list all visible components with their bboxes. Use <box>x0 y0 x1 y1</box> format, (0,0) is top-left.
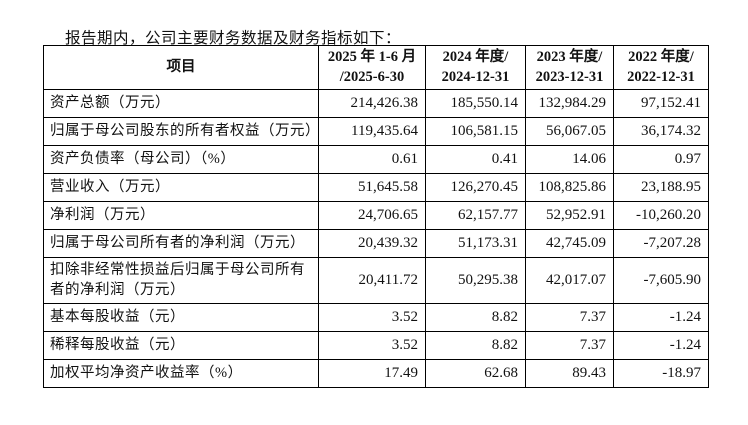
row-label: 营业收入（万元） <box>43 173 319 203</box>
row-value: 62.68 <box>425 359 526 389</box>
table-row: 归属于母公司股东的所有者权益（万元） 119,435.64 106,581.15 56… <box>43 117 709 147</box>
header-period-2024: 2024 年度/ 2024-12-31 <box>425 44 526 91</box>
header-item-column: 项目 <box>43 44 319 91</box>
row-label: 资产总额（万元） <box>43 89 319 119</box>
header-row: 项目 2025 年 1-6 月 /2025-6-30 2024 年度/ 2024… <box>43 44 709 91</box>
table-row: 营业收入（万元） 51,645.58 126,270.45 108,825.86 23,… <box>43 173 709 203</box>
table-row: 净利润（万元） 24,706.65 62,157.77 52,952.91 -10,26… <box>43 201 709 231</box>
row-value: 0.97 <box>613 145 709 175</box>
table-header: 项目 2025 年 1-6 月 /2025-6-30 2024 年度/ 2024… <box>43 44 709 91</box>
row-value: 3.52 <box>318 303 426 333</box>
row-value: 214,426.38 <box>318 89 426 119</box>
header-period-2022: 2022 年度/ 2022-12-31 <box>613 44 709 91</box>
row-value: 50,295.38 <box>425 257 526 305</box>
table-body: 资产总额（万元） 214,426.38 185,550.14 132,984.29 97… <box>43 89 709 389</box>
row-label: 加权平均净资产收益率（%） <box>43 359 319 389</box>
row-value: 8.82 <box>425 303 526 333</box>
financial-indicators-table: 项目 2025 年 1-6 月 /2025-6-30 2024 年度/ 2024… <box>43 44 709 389</box>
table-row: 加权平均净资产收益率（%） 17.49 62.68 89.43 -18.97 <box>43 359 709 389</box>
row-value: 51,645.58 <box>318 173 426 203</box>
header-period-label: 2025 年 1-6 月 <box>327 49 417 65</box>
row-value: 7.37 <box>525 303 614 333</box>
row-label: 资产负债率（母公司）（%） <box>43 145 319 175</box>
row-value: 185,550.14 <box>425 89 526 119</box>
row-value: -10,260.20 <box>613 201 709 231</box>
header-period-label: 2023 年度/ <box>536 49 603 65</box>
row-label: 净利润（万元） <box>43 201 319 231</box>
row-value: 8.82 <box>425 331 526 361</box>
row-value: 20,439.32 <box>318 229 426 259</box>
header-period-date: /2025-6-30 <box>339 68 405 85</box>
row-label: 稀释每股收益（元） <box>43 331 319 361</box>
row-value: 24,706.65 <box>318 201 426 231</box>
table-row: 归属于母公司所有者的净利润（万元） 20,439.32 51,173.31 42,74… <box>43 229 709 259</box>
row-value: 62,157.77 <box>425 201 526 231</box>
row-label: 基本每股收益（元） <box>43 303 319 333</box>
header-period-label: 2022 年度/ <box>628 49 694 65</box>
header-period-2025: 2025 年 1-6 月 /2025-6-30 <box>318 44 426 91</box>
table-row: 资产负债率（母公司）（%） 0.61 0.41 14.06 0.97 <box>43 145 709 175</box>
table-row: 基本每股收益（元） 3.52 8.82 7.37 -1.24 <box>43 303 709 333</box>
row-value: 97,152.41 <box>613 89 709 119</box>
row-value: -7,605.90 <box>613 257 709 305</box>
row-value: 36,174.32 <box>613 117 709 147</box>
row-label: 归属于母公司所有者的净利润（万元） <box>43 229 319 259</box>
row-value: 14.06 <box>525 145 614 175</box>
row-value: -7,207.28 <box>613 229 709 259</box>
intro-text: 报告期内，公司主要财务数据及财务指标如下： <box>65 29 402 47</box>
row-value: 119,435.64 <box>318 117 426 147</box>
row-value: 0.61 <box>318 145 426 175</box>
row-value: 106,581.15 <box>425 117 526 147</box>
table-row: 扣除非经常性损益后归属于母公司所有者的净利润（万元） 20,411.72 50,29… <box>43 257 709 305</box>
row-value: 56,067.05 <box>525 117 614 147</box>
row-value: 20,411.72 <box>318 257 426 305</box>
header-period-label: 2024 年度/ <box>442 49 509 65</box>
row-value: -18.97 <box>613 359 709 389</box>
header-period-date: 2024-12-31 <box>441 68 510 85</box>
row-label: 扣除非经常性损益后归属于母公司所有者的净利润（万元） <box>43 257 319 305</box>
row-value: 108,825.86 <box>525 173 614 203</box>
header-period-date: 2023-12-31 <box>535 68 604 85</box>
row-value: 42,745.09 <box>525 229 614 259</box>
row-value: 89.43 <box>525 359 614 389</box>
row-value: 126,270.45 <box>425 173 526 203</box>
row-value: 23,188.95 <box>613 173 709 203</box>
row-value: 0.41 <box>425 145 526 175</box>
row-value: -1.24 <box>613 331 709 361</box>
header-period-2023: 2023 年度/ 2023-12-31 <box>525 44 614 91</box>
row-label: 归属于母公司股东的所有者权益（万元） <box>43 117 320 147</box>
row-value: 17.49 <box>318 359 426 389</box>
header-period-date: 2022-12-31 <box>627 68 695 85</box>
row-value: -1.24 <box>613 303 709 333</box>
row-value: 51,173.31 <box>425 229 526 259</box>
row-value: 52,952.91 <box>525 201 614 231</box>
row-value: 42,017.07 <box>525 257 614 305</box>
table-row: 资产总额（万元） 214,426.38 185,550.14 132,984.29 97… <box>43 89 709 119</box>
row-value: 3.52 <box>318 331 426 361</box>
row-value: 7.37 <box>525 331 614 361</box>
table-row: 稀释每股收益（元） 3.52 8.82 7.37 -1.24 <box>43 331 709 361</box>
row-value: 132,984.29 <box>525 89 614 119</box>
